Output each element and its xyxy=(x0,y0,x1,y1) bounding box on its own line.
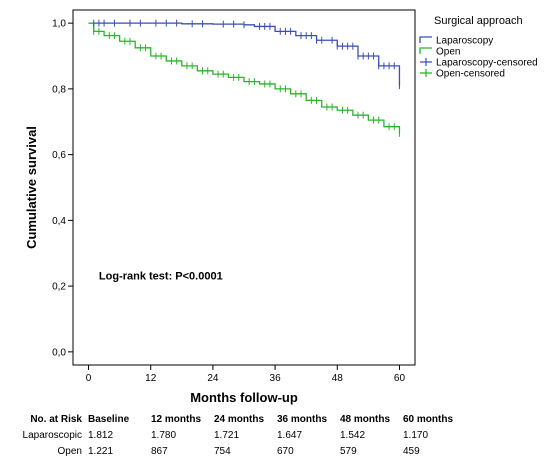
risk-cell: 754 xyxy=(214,446,231,457)
legend: Surgical approach LaparoscopyOpenLaparos… xyxy=(419,15,538,80)
y-axis: 0,0 0,2 0,4 0,6 0,8 1,0 xyxy=(52,19,73,358)
risk-cell: 1.170 xyxy=(403,430,429,441)
risk-cell: 1.647 xyxy=(277,430,303,441)
legend-item: Laparoscopy-censored xyxy=(420,58,538,69)
y-tick-label: 1,0 xyxy=(52,19,66,30)
legend-label: Laparoscopy-censored xyxy=(436,58,538,69)
risk-table: No. at Risk Baseline 12 months 24 months… xyxy=(6,412,463,460)
y-tick-label: 0,8 xyxy=(52,84,66,95)
table-row: Laparoscopic 1.812 1.780 1.721 1.647 1.5… xyxy=(6,428,463,444)
km-chart: 0,0 0,2 0,4 0,6 0,8 1,0 0 12 24 36 48 60 Log-rank … xyxy=(24,9,538,405)
risk-cell: 1.721 xyxy=(214,430,240,441)
x-tick-label: 24 xyxy=(207,373,219,384)
legend-item: Open xyxy=(419,47,460,58)
risk-header-cell: 36 months xyxy=(277,414,328,425)
y-axis-title: Cumulative survival xyxy=(24,126,39,249)
y-tick-label: 0,4 xyxy=(52,216,66,227)
risk-header-cell: 60 months xyxy=(403,414,454,425)
y-tick-label: 0,0 xyxy=(52,347,66,358)
plot-area xyxy=(72,9,416,366)
x-tick-label: 0 xyxy=(86,373,92,384)
risk-header-cell: No. at Risk xyxy=(30,414,82,425)
legend-swatch xyxy=(420,69,432,77)
risk-cell: 1.221 xyxy=(88,446,114,457)
log-rank-annotation: Log-rank test: P<0.0001 xyxy=(99,271,223,283)
legend-swatch xyxy=(419,36,432,43)
table-row: Open 1.221 867 754 670 579 459 xyxy=(6,444,463,460)
x-axis-title: Months follow-up xyxy=(190,390,298,405)
survival-curve-open xyxy=(88,22,401,134)
legend-swatch xyxy=(420,58,432,66)
risk-cell: 1.812 xyxy=(88,430,114,441)
series-layer xyxy=(88,19,401,137)
legend-item: Laparoscopy xyxy=(419,36,493,47)
legend-label: Open xyxy=(436,47,460,58)
legend-swatch xyxy=(419,47,432,54)
legend-title: Surgical approach xyxy=(434,15,523,27)
risk-cell: 1.542 xyxy=(340,430,366,441)
y-tick-label: 0,6 xyxy=(52,150,66,161)
legend-label: Open-censored xyxy=(436,69,505,80)
y-tick-label: 0,2 xyxy=(52,282,66,293)
risk-header-cell: 24 months xyxy=(214,414,265,425)
risk-cell: 670 xyxy=(277,446,294,457)
x-axis: 0 12 24 36 48 60 xyxy=(86,365,406,384)
x-tick-label: 60 xyxy=(394,373,406,384)
x-tick-label: 36 xyxy=(270,373,282,384)
x-tick-label: 12 xyxy=(145,373,157,384)
risk-cell: 459 xyxy=(403,446,420,457)
risk-cell: 579 xyxy=(340,446,357,457)
risk-cell: 1.780 xyxy=(151,430,177,441)
risk-header-cell: 48 months xyxy=(340,414,391,425)
risk-row-label: Laparoscopic xyxy=(22,430,82,441)
risk-cell: 867 xyxy=(151,446,168,457)
legend-label: Laparoscopy xyxy=(436,36,493,47)
risk-header-cell: 12 months xyxy=(151,414,202,425)
risk-row-label: Open xyxy=(57,446,82,457)
risk-header-cell: Baseline xyxy=(88,414,130,425)
risk-table-header: No. at Risk Baseline 12 months 24 months… xyxy=(6,412,463,428)
x-tick-label: 48 xyxy=(332,373,344,384)
legend-item: Open-censored xyxy=(420,69,505,80)
